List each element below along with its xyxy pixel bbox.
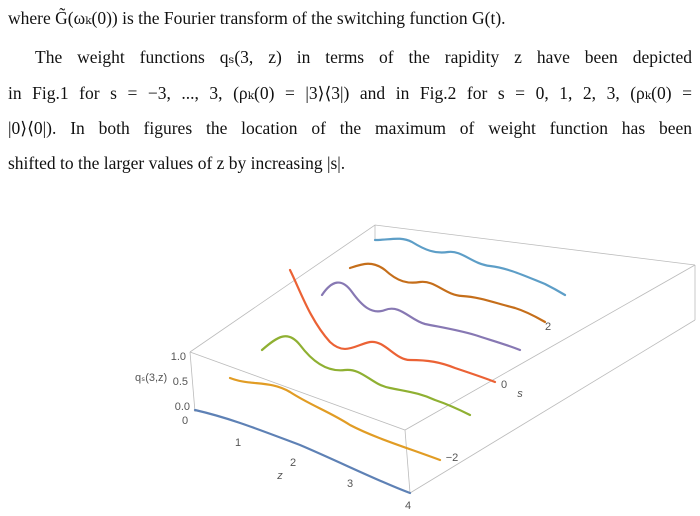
axis-label: z <box>276 470 283 482</box>
tick-label: −2 <box>446 452 459 464</box>
curve <box>320 281 522 352</box>
tick-label: 2 <box>545 321 551 333</box>
curve <box>348 262 547 324</box>
curves <box>193 237 567 495</box>
text-line: The weight functions qₛ(3, z) in terms o… <box>35 47 692 67</box>
curve <box>228 376 442 462</box>
tick-label: 0 <box>182 415 188 427</box>
text-line: where G̃(ωₖ(0)) is the Fourier transform… <box>8 8 506 28</box>
tick-label: 4 <box>405 500 411 512</box>
tick-label: 1.0 <box>171 351 186 363</box>
plot-box <box>189 224 696 494</box>
tick-label: 1 <box>235 437 241 449</box>
text-line: shifted to the larger values of z by inc… <box>8 153 346 173</box>
curve <box>373 237 567 297</box>
text-line: |0⟩⟨0|). In both figures the location of… <box>8 118 692 138</box>
tick-label: 0 <box>501 379 507 391</box>
tick-label: 2 <box>290 457 296 469</box>
tick-label: 0.5 <box>173 376 188 388</box>
curve <box>193 408 412 495</box>
axis-label: s <box>517 388 523 400</box>
axis-label: qₛ(3,z) <box>135 372 167 384</box>
text-line: in Fig.1 for s = −3, ..., 3, (ρₖ(0) = |3… <box>8 83 692 103</box>
tick-label: 3 <box>347 478 353 490</box>
curve <box>260 335 472 417</box>
tick-label: 0.0 <box>175 401 190 413</box>
curve <box>288 268 497 384</box>
